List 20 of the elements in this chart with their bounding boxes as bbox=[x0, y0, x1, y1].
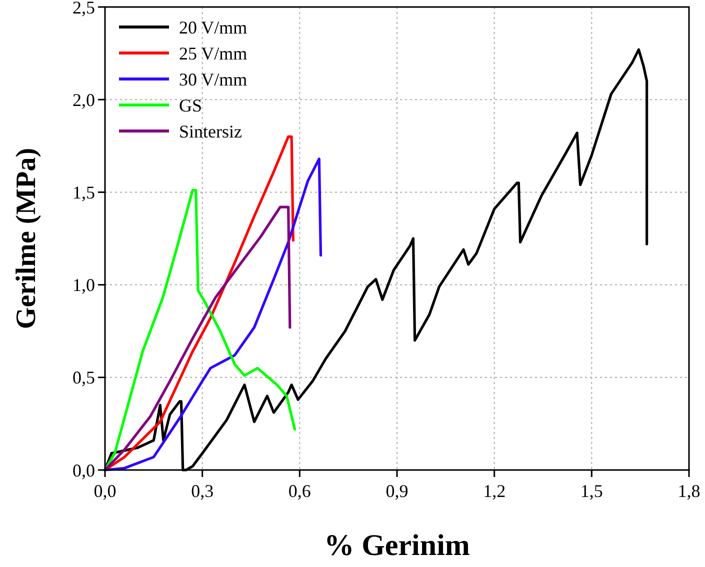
y-axis-title: Gerilme (MPa) bbox=[11, 148, 42, 330]
x-tick-label: 1,5 bbox=[580, 481, 603, 501]
legend-label: Sintersiz bbox=[179, 121, 242, 142]
y-tick-label: 0,5 bbox=[72, 368, 95, 388]
legend-label: 25 V/mm bbox=[179, 43, 248, 64]
legend-label: 20 V/mm bbox=[179, 17, 248, 38]
legend-label: 30 V/mm bbox=[179, 69, 248, 90]
x-tick-label: 1,8 bbox=[678, 481, 700, 501]
legend-label: GS bbox=[179, 95, 202, 116]
y-tick-label: 1,5 bbox=[72, 182, 95, 202]
x-tick-label: 0,9 bbox=[386, 481, 408, 501]
y-tick-label: 0,0 bbox=[72, 460, 95, 480]
x-axis-title: % Gerinim bbox=[324, 529, 470, 562]
y-tick-label: 1,0 bbox=[72, 275, 95, 296]
x-tick-label: 0,3 bbox=[191, 481, 214, 501]
x-tick-label: 1,2 bbox=[483, 481, 506, 501]
y-tick-label: 2,5 bbox=[72, 0, 95, 18]
x-tick-label: 0,6 bbox=[288, 481, 311, 501]
y-tick-label: 2,0 bbox=[72, 90, 95, 110]
x-tick-label: 0,0 bbox=[94, 481, 116, 501]
